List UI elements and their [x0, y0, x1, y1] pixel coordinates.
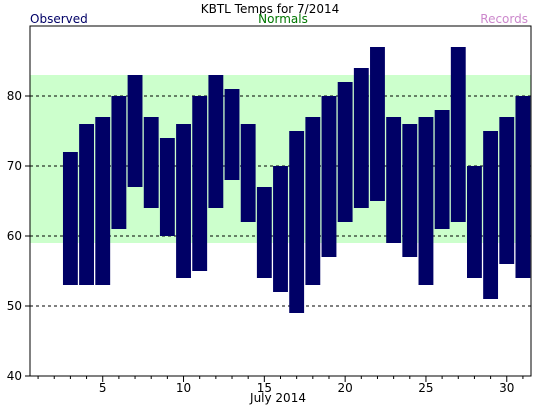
chart-title: KBTL Temps for 7/2014 — [201, 2, 340, 16]
observed-bar-day-12 — [208, 75, 224, 208]
observed-bar-day-4 — [79, 124, 94, 285]
observed-bar-day-5 — [95, 117, 111, 285]
y-tick-label-40: 40 — [7, 369, 22, 383]
observed-bar-day-19 — [321, 96, 337, 257]
observed-bar-day-20 — [337, 82, 353, 222]
observed-bar-day-31 — [515, 96, 531, 278]
legend-records: Records — [480, 12, 528, 26]
plot-area: 40 50 60 70 80 5 10 15 20 25 30 — [7, 25, 532, 395]
x-tick-label-15: 15 — [257, 381, 272, 395]
observed-bar-day-10 — [176, 124, 191, 278]
observed-bar-day-13 — [224, 89, 240, 180]
observed-bar-day-11 — [192, 96, 208, 271]
x-axis-label: July 2014 — [249, 391, 306, 405]
observed-bar-day-7 — [127, 75, 143, 187]
observed-bar-day-23 — [386, 117, 402, 243]
observed-bar-day-14 — [240, 124, 256, 222]
y-tick-label-50: 50 — [7, 299, 22, 313]
observed-bar-day-21 — [353, 68, 369, 208]
y-tick-label-70: 70 — [7, 159, 22, 173]
observed-bar-day-27 — [450, 47, 466, 222]
observed-bar-day-26 — [434, 110, 450, 229]
observed-bar-day-17 — [289, 131, 305, 313]
observed-bar-day-22 — [370, 47, 385, 201]
legend-normals: Normals — [258, 12, 308, 26]
observed-bar-day-25 — [418, 117, 434, 285]
observed-bar-day-24 — [402, 124, 418, 257]
observed-bar-day-15 — [256, 187, 272, 278]
x-tick-label-25: 25 — [418, 381, 433, 395]
observed-bar-day-6 — [111, 96, 127, 229]
observed-bar-day-29 — [483, 131, 499, 299]
observed-bar-day-16 — [273, 166, 288, 292]
observed-bar-day-18 — [305, 117, 321, 285]
legend-observed: Observed — [30, 12, 88, 26]
observed-bar-day-3 — [62, 152, 78, 285]
x-tick-label-20: 20 — [338, 381, 353, 395]
observed-bar-day-8 — [143, 117, 159, 208]
x-tick-label-10: 10 — [176, 381, 191, 395]
observed-bar-day-30 — [499, 117, 515, 264]
observed-bar-day-28 — [467, 166, 482, 278]
y-tick-label-80: 80 — [7, 89, 22, 103]
x-tick-label-5: 5 — [99, 381, 107, 395]
y-tick-label-60: 60 — [7, 229, 22, 243]
x-tick-label-30: 30 — [499, 381, 514, 395]
observed-bar-day-9 — [159, 138, 175, 236]
